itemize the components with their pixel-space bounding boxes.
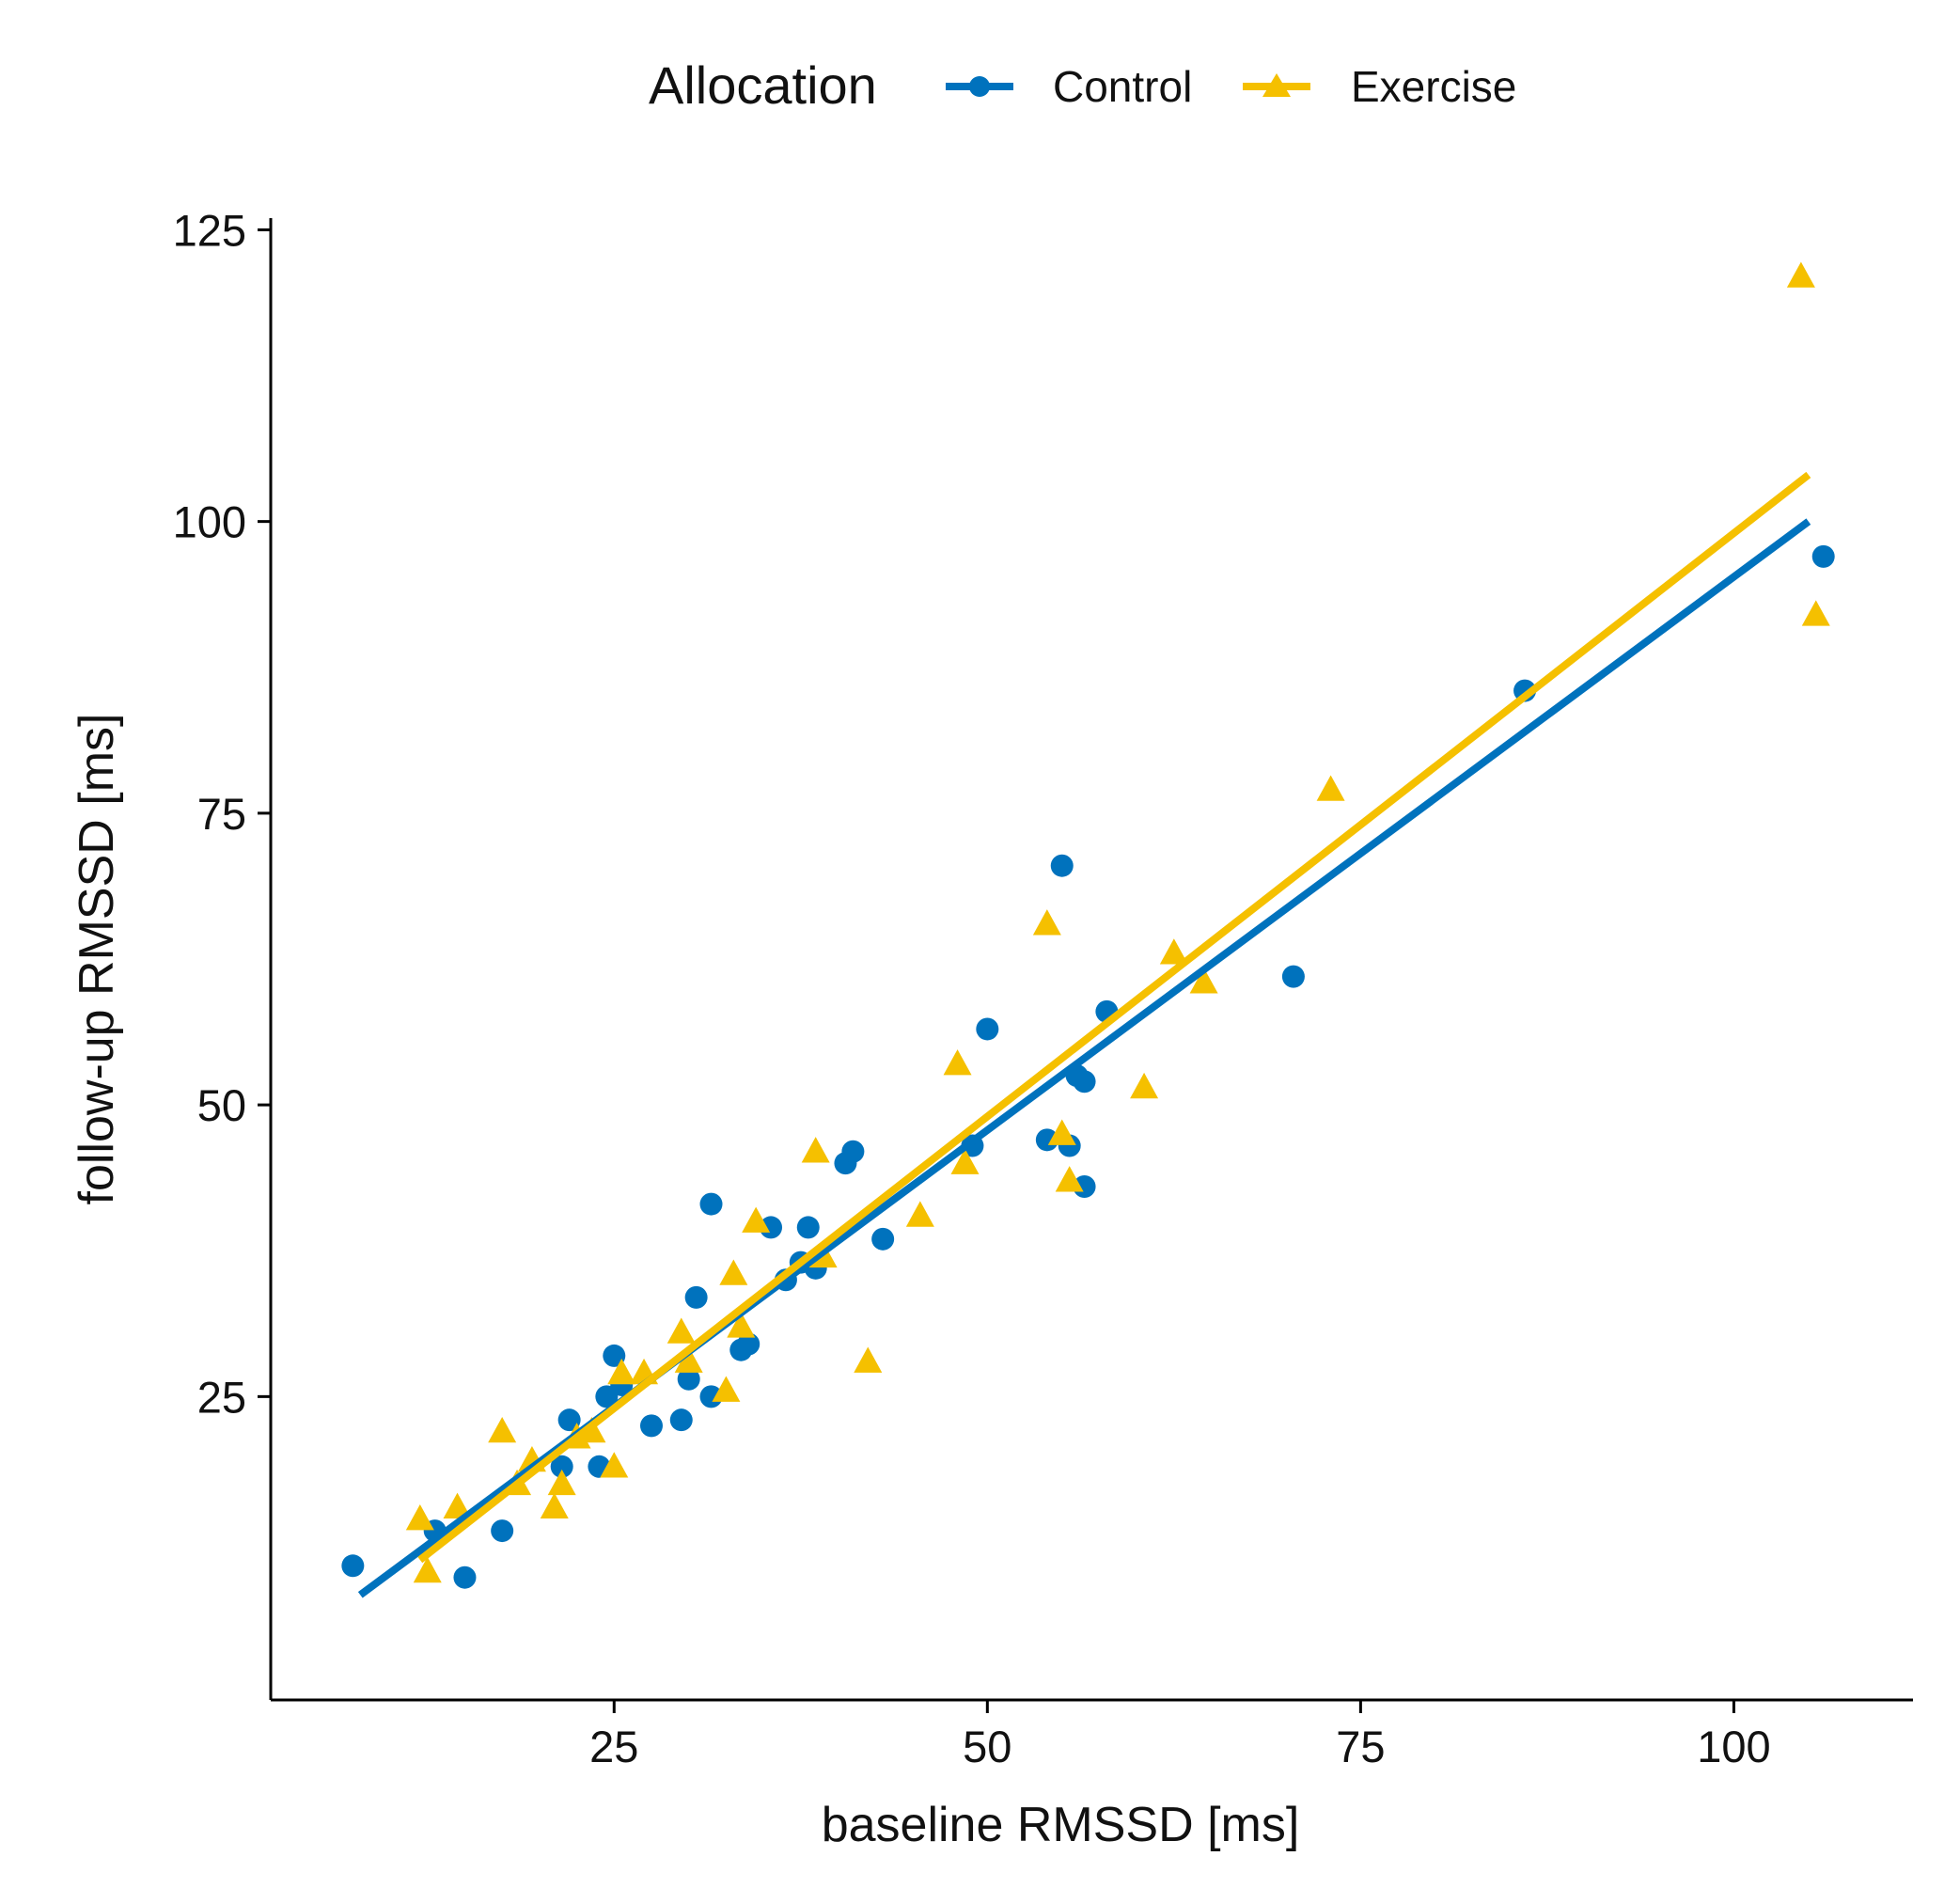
data-point-control <box>684 1285 708 1309</box>
data-point-control <box>550 1455 573 1478</box>
data-point-exercise <box>443 1492 472 1518</box>
data-point-exercise <box>600 1452 629 1478</box>
data-point-control <box>1050 854 1074 877</box>
data-point-exercise <box>413 1556 442 1583</box>
data-point-exercise <box>666 1317 696 1344</box>
x-axis-title: baseline RMSSD [ms] <box>822 1798 1300 1852</box>
fit-lines <box>357 471 1811 1598</box>
data-point-control <box>737 1332 760 1356</box>
legend-control-marker <box>969 76 990 97</box>
data-point-exercise <box>1055 1166 1084 1192</box>
x-tick-label: 100 <box>1697 1722 1770 1771</box>
legend-exercise-label: Exercise <box>1351 62 1516 111</box>
axes: 25 50 75 100 25 50 75 100 125 <box>173 205 1913 1771</box>
data-point-exercise <box>1189 968 1218 994</box>
y-tick-label: 100 <box>173 497 246 547</box>
data-point-exercise <box>488 1416 517 1443</box>
data-point-control <box>341 1554 365 1578</box>
data-point-control <box>453 1565 477 1589</box>
y-tick-label: 25 <box>197 1372 246 1422</box>
data-point-exercise <box>1047 1119 1076 1145</box>
data-point-exercise <box>1801 600 1830 626</box>
data-point-exercise <box>854 1346 883 1373</box>
data-point-exercise <box>674 1346 703 1373</box>
data-point-control <box>1035 1128 1058 1152</box>
data-point-exercise <box>1130 1072 1159 1099</box>
data-point-control <box>639 1414 663 1438</box>
data-point-control <box>557 1408 581 1432</box>
data-point-control <box>699 1192 723 1216</box>
data-point-exercise <box>1159 938 1188 965</box>
x-tick-label: 75 <box>1336 1722 1385 1771</box>
data-point-control <box>669 1408 693 1432</box>
legend-title: Allocation <box>649 55 877 115</box>
data-point-exercise <box>1316 775 1345 801</box>
data-point-control <box>677 1367 700 1391</box>
y-tick-label: 125 <box>173 205 246 255</box>
data-point-control <box>699 1385 723 1408</box>
data-point-exercise <box>547 1469 576 1496</box>
data-point-control <box>841 1140 865 1163</box>
legend: Allocation Control Exercise <box>649 55 1516 115</box>
series-control-points <box>341 544 1835 1589</box>
data-point-exercise <box>950 1148 980 1174</box>
y-axis-ticks: 25 50 75 100 125 <box>173 205 271 1422</box>
data-point-exercise <box>405 1504 434 1531</box>
data-point-exercise <box>905 1201 934 1227</box>
data-point-exercise <box>727 1312 756 1338</box>
data-points <box>341 261 1835 1589</box>
data-point-exercise <box>607 1358 636 1385</box>
data-point-exercise <box>742 1206 771 1233</box>
y-axis-title: follow-up RMSSD [ms] <box>70 714 124 1205</box>
data-point-control <box>1073 1070 1096 1093</box>
data-point-control <box>1811 544 1835 568</box>
x-tick-label: 50 <box>963 1722 1011 1771</box>
y-tick-label: 75 <box>197 789 246 839</box>
data-point-exercise <box>540 1492 569 1518</box>
data-point-exercise <box>801 1137 830 1163</box>
data-point-control <box>603 1344 626 1367</box>
legend-control-label: Control <box>1053 62 1192 111</box>
y-tick-label: 50 <box>197 1080 246 1130</box>
legend-exercise-marker <box>1262 73 1291 97</box>
data-point-exercise <box>712 1376 741 1402</box>
data-point-control <box>760 1216 783 1239</box>
data-point-exercise <box>1786 261 1815 288</box>
fit-line-exercise <box>417 471 1811 1564</box>
x-axis-ticks: 25 50 75 100 <box>589 1700 1771 1771</box>
data-point-exercise <box>943 1049 972 1076</box>
data-point-control <box>796 1216 820 1239</box>
legend-entry-exercise: Exercise <box>1243 62 1516 111</box>
data-point-exercise <box>719 1259 748 1285</box>
data-point-control <box>1281 965 1305 988</box>
x-tick-label: 25 <box>589 1722 638 1771</box>
data-point-control <box>871 1227 895 1251</box>
data-point-exercise <box>1032 909 1061 936</box>
data-point-control <box>1073 1174 1096 1198</box>
data-point-control <box>976 1017 999 1041</box>
legend-entry-control: Control <box>946 62 1192 111</box>
data-point-control <box>491 1519 514 1543</box>
